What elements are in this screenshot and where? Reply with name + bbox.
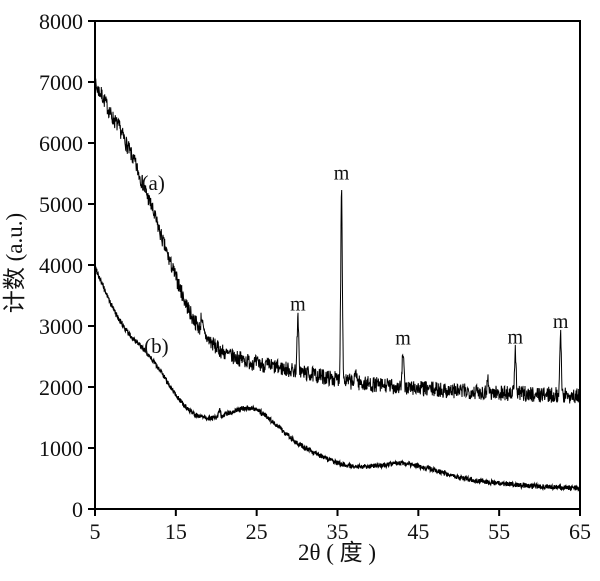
peak-label-a: m: [290, 293, 306, 315]
plot-render-layer: 5 15 25 35 45 55 65 0 1000 2000 3000 4000 5000 6000 70…: [39, 9, 591, 544]
plot-frame: [94, 20, 581, 510]
x-tick-label: 45: [407, 519, 429, 544]
y-tick-label: 3000: [39, 314, 83, 339]
y-tick-label: 4000: [39, 253, 83, 278]
y-axis-title: 计数 (a.u.): [2, 213, 27, 313]
y-tick-label: 6000: [39, 131, 83, 156]
x-tick-label: 25: [246, 519, 268, 544]
series-label-b: (b): [144, 334, 169, 358]
x-tick-label: 5: [90, 519, 101, 544]
y-tick-label: 2000: [39, 375, 83, 400]
series-label-a: (a): [142, 171, 165, 195]
x-tick-label: 55: [488, 519, 510, 544]
x-tick-label: 35: [327, 519, 349, 544]
peak-label-a: m: [334, 162, 350, 184]
y-tick-label: 0: [72, 497, 83, 522]
y-tick-label: 8000: [39, 9, 83, 34]
y-tick-label: 7000: [39, 70, 83, 95]
curve-a: [94, 78, 581, 404]
y-tick-label: 1000: [39, 436, 83, 461]
peak-label-a: m: [553, 311, 569, 333]
peak-label-a: m: [508, 326, 524, 348]
curve-b: [94, 265, 581, 492]
x-tick-label: 65: [569, 519, 591, 544]
peak-label-a: m: [395, 328, 411, 350]
x-tick-label: 15: [165, 519, 187, 544]
y-tick-label: 5000: [39, 192, 83, 217]
x-axis-title: 2θ ( 度 ): [298, 540, 376, 565]
